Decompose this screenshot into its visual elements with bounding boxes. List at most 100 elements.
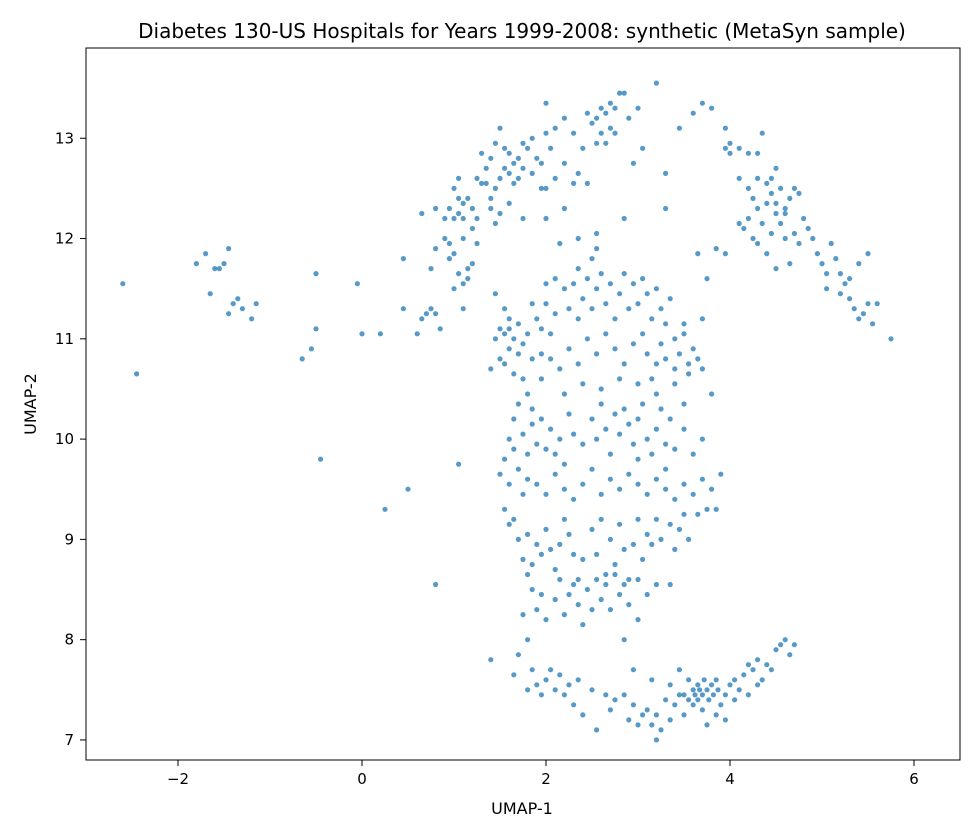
data-point <box>456 195 462 201</box>
data-point <box>681 426 687 432</box>
data-point <box>782 205 788 212</box>
data-point <box>538 551 545 558</box>
data-point <box>699 366 706 372</box>
data-point <box>837 271 844 277</box>
data-point <box>308 346 314 352</box>
data-point <box>690 687 696 693</box>
data-point <box>874 301 880 307</box>
data-point <box>699 692 706 698</box>
data-point <box>653 476 660 482</box>
data-point <box>630 702 637 708</box>
data-point <box>506 436 512 442</box>
data-point <box>474 175 480 181</box>
data-point <box>538 326 545 332</box>
data-point <box>773 165 779 171</box>
data-point <box>433 311 439 317</box>
data-point <box>529 356 535 362</box>
data-point <box>575 170 581 176</box>
data-point <box>506 346 512 352</box>
data-point <box>782 235 788 242</box>
data-point <box>589 120 595 126</box>
data-point <box>755 240 761 247</box>
data-point <box>676 667 683 673</box>
data-point <box>400 256 406 262</box>
data-point <box>865 251 871 257</box>
data-point <box>778 220 784 227</box>
data-point <box>511 371 517 377</box>
data-point <box>617 431 623 437</box>
data-point <box>630 341 637 347</box>
data-point <box>465 195 471 201</box>
data-point <box>520 341 526 347</box>
data-point <box>552 471 558 477</box>
y-tick-label: 12 <box>55 230 74 248</box>
data-point <box>736 175 742 181</box>
data-point <box>543 215 549 222</box>
data-point <box>824 271 830 277</box>
y-tick-label: 9 <box>64 530 74 548</box>
data-point <box>649 316 655 322</box>
data-point <box>612 411 618 417</box>
data-point <box>442 215 448 222</box>
data-point <box>658 536 664 543</box>
data-point <box>755 175 761 181</box>
scatter-points <box>120 80 894 743</box>
data-point <box>722 251 729 257</box>
data-point <box>612 561 618 568</box>
data-point <box>561 692 568 698</box>
data-point <box>492 185 498 191</box>
data-point <box>755 150 761 156</box>
data-point <box>451 251 457 257</box>
data-point <box>653 581 660 588</box>
data-point <box>621 271 627 277</box>
data-point <box>773 647 779 653</box>
data-point <box>796 190 802 196</box>
data-point <box>603 140 609 146</box>
data-point <box>745 215 752 222</box>
data-point <box>692 692 698 698</box>
data-point <box>745 185 752 191</box>
data-point <box>534 481 540 487</box>
data-point <box>561 115 568 121</box>
x-tick-label: 6 <box>909 770 919 788</box>
data-point <box>488 195 494 201</box>
data-point <box>456 271 462 277</box>
data-point <box>768 175 775 181</box>
data-point <box>713 677 719 683</box>
data-point <box>529 667 535 673</box>
data-point <box>736 687 742 693</box>
data-point <box>589 526 595 533</box>
data-point <box>612 346 618 352</box>
data-point <box>653 286 660 292</box>
data-point <box>676 351 683 357</box>
data-point <box>594 140 600 146</box>
data-point <box>561 391 568 397</box>
data-point <box>860 311 867 317</box>
data-point <box>810 235 816 242</box>
data-point <box>736 220 742 227</box>
data-point <box>635 416 641 422</box>
data-point <box>313 271 319 277</box>
data-point <box>502 361 508 367</box>
data-point <box>515 466 522 472</box>
data-point <box>695 251 701 257</box>
data-point <box>644 491 650 497</box>
data-point <box>561 486 568 492</box>
data-point <box>538 351 545 357</box>
data-point <box>764 251 770 257</box>
data-point <box>598 130 604 136</box>
data-point <box>575 576 581 583</box>
data-point <box>557 672 563 678</box>
data-point <box>603 692 609 698</box>
data-point <box>575 235 581 242</box>
data-point <box>511 416 517 422</box>
data-point <box>543 491 549 497</box>
data-point <box>594 246 600 252</box>
data-point <box>621 361 627 367</box>
data-point <box>469 225 475 232</box>
data-point <box>525 451 531 457</box>
data-point <box>644 531 650 538</box>
data-point <box>640 331 646 337</box>
data-point <box>584 276 591 282</box>
data-point <box>704 687 710 693</box>
